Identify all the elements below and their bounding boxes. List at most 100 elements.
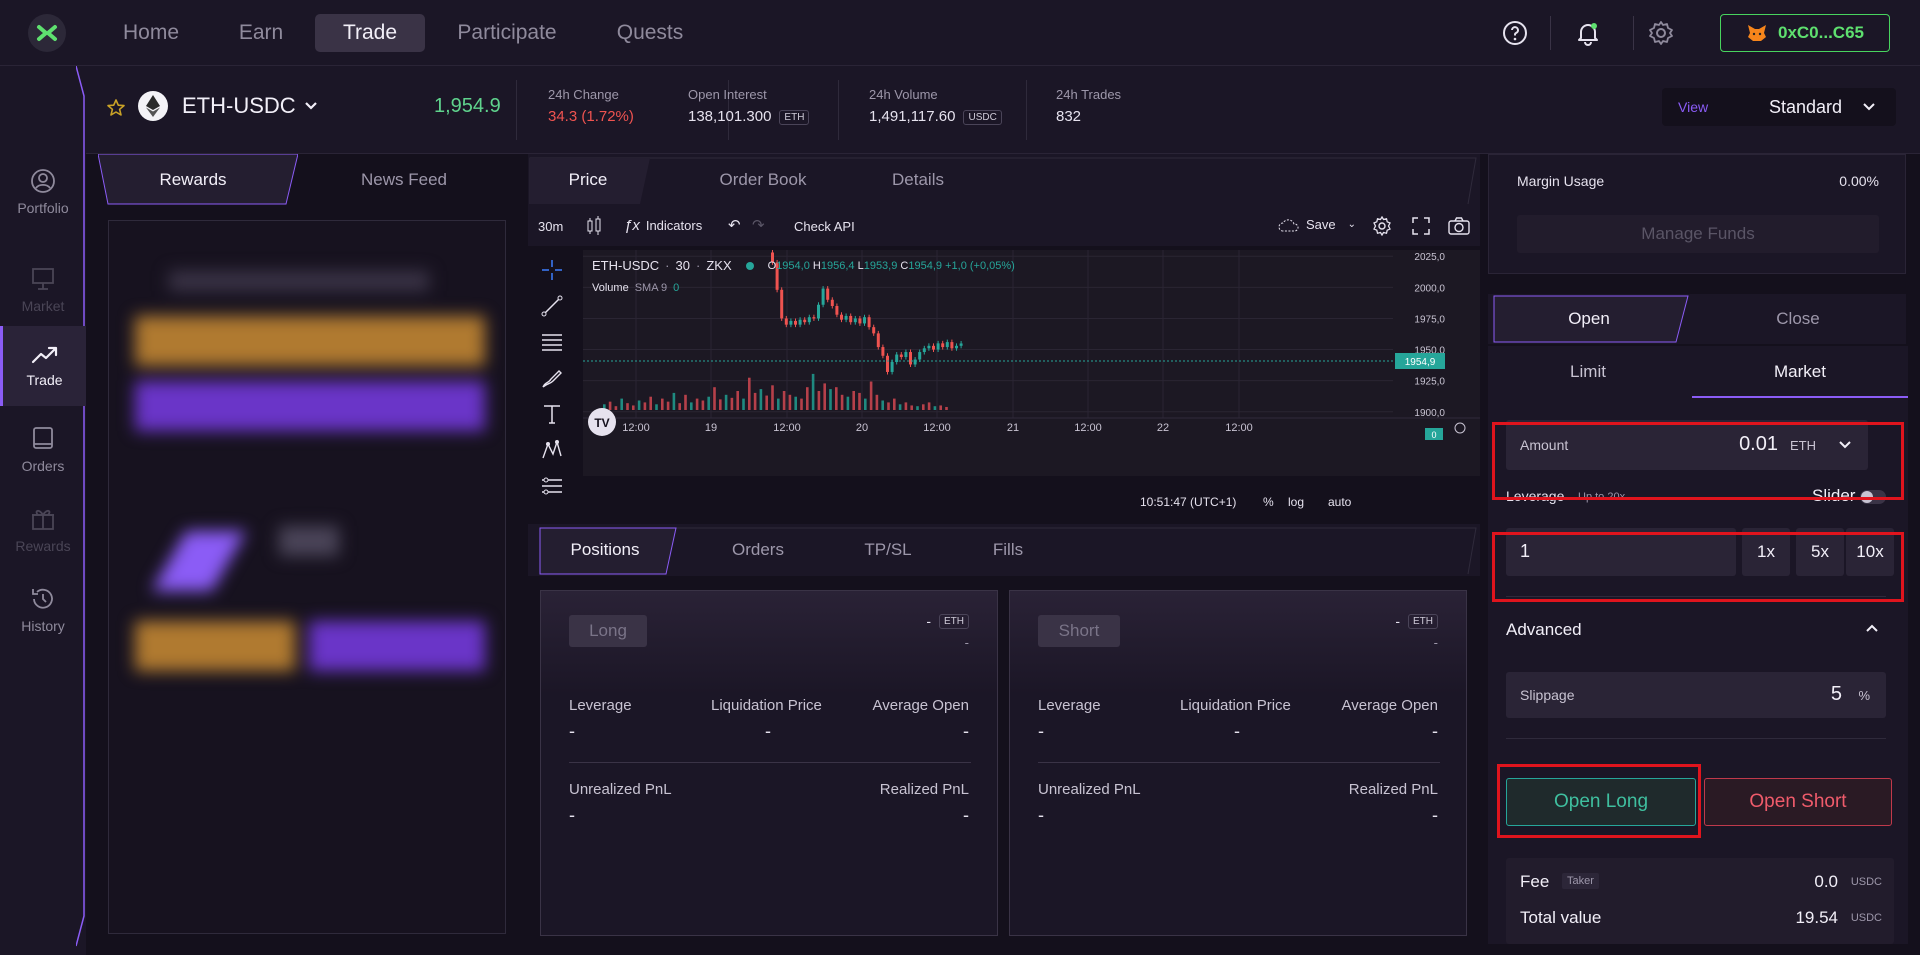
leverage-label: Leverage bbox=[569, 697, 632, 714]
margin-usage-label: Margin Usage bbox=[1517, 173, 1605, 189]
tab-market[interactable]: Market bbox=[1692, 346, 1908, 398]
volume-bar bbox=[713, 387, 716, 410]
app-logo[interactable] bbox=[28, 14, 66, 52]
candle bbox=[858, 318, 862, 324]
sidebar-item-market[interactable]: Market bbox=[0, 252, 86, 328]
indicators-button[interactable]: ƒx Indicators bbox=[624, 217, 702, 234]
tab-fills[interactable]: Fills bbox=[992, 540, 1024, 559]
candle bbox=[771, 252, 774, 263]
tab-rewards[interactable]: Rewards bbox=[159, 170, 227, 189]
brush-icon[interactable] bbox=[540, 366, 564, 390]
tradingview-logo[interactable] bbox=[588, 408, 616, 436]
fullscreen-icon[interactable] bbox=[1412, 217, 1430, 235]
fib-lines-icon[interactable] bbox=[540, 330, 564, 354]
rpnl-label: Realized PnL bbox=[879, 781, 969, 798]
sidebar-item-label: History bbox=[21, 618, 65, 634]
fox-wallet-icon bbox=[1748, 25, 1766, 41]
volume-bar bbox=[846, 396, 850, 410]
undo-icon[interactable]: ↶ bbox=[728, 217, 741, 234]
tab-orders[interactable]: Orders bbox=[732, 540, 784, 559]
settings-gear-icon[interactable] bbox=[1646, 18, 1676, 48]
tab-limit[interactable]: Limit bbox=[1570, 362, 1606, 381]
amount-unit: ETH bbox=[1790, 438, 1816, 453]
volume-bar bbox=[823, 383, 826, 410]
tab-close[interactable]: Close bbox=[1776, 309, 1820, 328]
manage-funds-button[interactable]: Manage Funds bbox=[1517, 215, 1879, 253]
tab-open[interactable]: Open bbox=[1568, 309, 1610, 328]
tab-tpsl[interactable]: TP/SL bbox=[864, 540, 912, 559]
trades-value: 832 bbox=[1056, 108, 1082, 125]
view-select[interactable]: View Standard bbox=[1662, 88, 1896, 126]
sidebar-item-history[interactable]: History bbox=[0, 572, 86, 648]
tab-news-feed[interactable]: News Feed bbox=[361, 170, 447, 189]
nav-quests[interactable]: Quests bbox=[616, 21, 684, 44]
leverage-preset-1x[interactable]: 1x bbox=[1742, 528, 1790, 576]
slider-toggle[interactable] bbox=[1860, 490, 1886, 504]
avg-open-value: - bbox=[1432, 721, 1438, 741]
tab-details[interactable]: Details bbox=[892, 170, 944, 189]
wallet-button[interactable]: 0xC0...C65 bbox=[1720, 14, 1890, 52]
nav-earn[interactable]: Earn bbox=[238, 21, 284, 44]
y-tick-label: 1950,0 bbox=[1414, 346, 1445, 357]
advanced-toggle[interactable]: Advanced bbox=[1506, 610, 1886, 646]
notification-bell-icon[interactable] bbox=[1573, 18, 1603, 48]
nav-trade[interactable]: Trade bbox=[315, 14, 425, 52]
user-circle-icon bbox=[31, 169, 55, 193]
help-icon[interactable] bbox=[1500, 18, 1530, 48]
leverage-preset-10x[interactable]: 10x bbox=[1846, 528, 1894, 576]
check-api-button[interactable]: Check API bbox=[794, 219, 855, 234]
crosshair-icon[interactable] bbox=[540, 258, 564, 282]
auto-toggle[interactable]: auto bbox=[1328, 495, 1352, 509]
slippage-value: 5 bbox=[1830, 683, 1842, 705]
candles-icon[interactable] bbox=[586, 216, 602, 236]
leverage-preset-5x[interactable]: 5x bbox=[1796, 528, 1844, 576]
favorite-star-icon[interactable] bbox=[106, 98, 126, 118]
candle bbox=[941, 343, 945, 348]
sidebar-item-rewards[interactable]: Rewards bbox=[0, 492, 86, 568]
nav-participate[interactable]: Participate bbox=[457, 21, 557, 44]
volume-bar bbox=[829, 389, 832, 410]
x-tick-label: 12:00 bbox=[773, 422, 801, 434]
percent-toggle[interactable]: % bbox=[1263, 495, 1274, 509]
tab-price[interactable]: Price bbox=[568, 170, 608, 189]
volume-bar bbox=[742, 398, 745, 410]
chevron-down-icon bbox=[304, 102, 317, 110]
log-toggle[interactable]: log bbox=[1288, 495, 1305, 509]
nav-home[interactable]: Home bbox=[122, 21, 180, 44]
volume-bar bbox=[887, 402, 890, 410]
open-long-button[interactable]: Open Long bbox=[1506, 778, 1696, 826]
chevron-down-icon[interactable] bbox=[1838, 440, 1852, 450]
pattern-icon[interactable] bbox=[540, 438, 564, 462]
pair-selector[interactable]: ETH-USDC bbox=[182, 93, 318, 119]
candle bbox=[904, 352, 908, 358]
slippage-label: Slippage bbox=[1520, 687, 1575, 703]
sidebar-item-trade[interactable]: Trade bbox=[0, 326, 86, 406]
volume-bar bbox=[626, 403, 629, 410]
price-chart[interactable]: 2025,0 2000,0 1975,0 1950,0 1925,0 1900,0 12:… bbox=[583, 250, 1480, 476]
save-button[interactable]: Save ⌄ bbox=[1278, 217, 1356, 232]
fee-label: Fee bbox=[1520, 872, 1550, 891]
leverage-input[interactable]: 1 bbox=[1506, 528, 1736, 576]
text-tool-icon[interactable] bbox=[540, 402, 564, 426]
open-short-button[interactable]: Open Short bbox=[1704, 778, 1892, 826]
long-size-sub: - bbox=[964, 635, 969, 650]
chart-settings-icon[interactable] bbox=[1372, 216, 1392, 236]
upnl-value: - bbox=[1038, 805, 1044, 825]
slippage-field[interactable]: Slippage 5 % bbox=[1506, 672, 1886, 718]
open-interest-value: 138,101.300 ETH bbox=[688, 108, 810, 125]
tab-order-book[interactable]: Order Book bbox=[719, 170, 807, 189]
chart-panel: Price Order Book Details 30m ƒx Indicato… bbox=[528, 154, 1480, 524]
volume-bar bbox=[922, 404, 925, 410]
interval-button[interactable]: 30m bbox=[538, 219, 564, 234]
left-panel: Rewards News Feed bbox=[94, 154, 514, 944]
trend-line-icon[interactable] bbox=[540, 294, 564, 318]
sidebar-item-orders[interactable]: Orders bbox=[0, 412, 86, 488]
redo-icon[interactable]: ↷ bbox=[752, 217, 765, 234]
candle bbox=[899, 354, 903, 358]
tab-positions[interactable]: Positions bbox=[570, 540, 640, 559]
stat-label: 24h Volume bbox=[869, 87, 938, 102]
sidebar-item-portfolio[interactable]: Portfolio bbox=[0, 154, 86, 230]
measure-icon[interactable] bbox=[540, 474, 564, 498]
amount-field[interactable]: Amount 0.01 ETH bbox=[1506, 420, 1868, 470]
camera-icon[interactable] bbox=[1448, 217, 1470, 235]
